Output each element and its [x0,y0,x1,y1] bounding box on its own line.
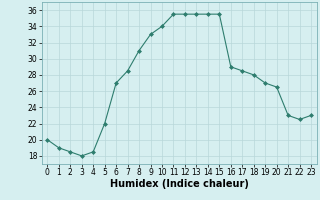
X-axis label: Humidex (Indice chaleur): Humidex (Indice chaleur) [110,179,249,189]
